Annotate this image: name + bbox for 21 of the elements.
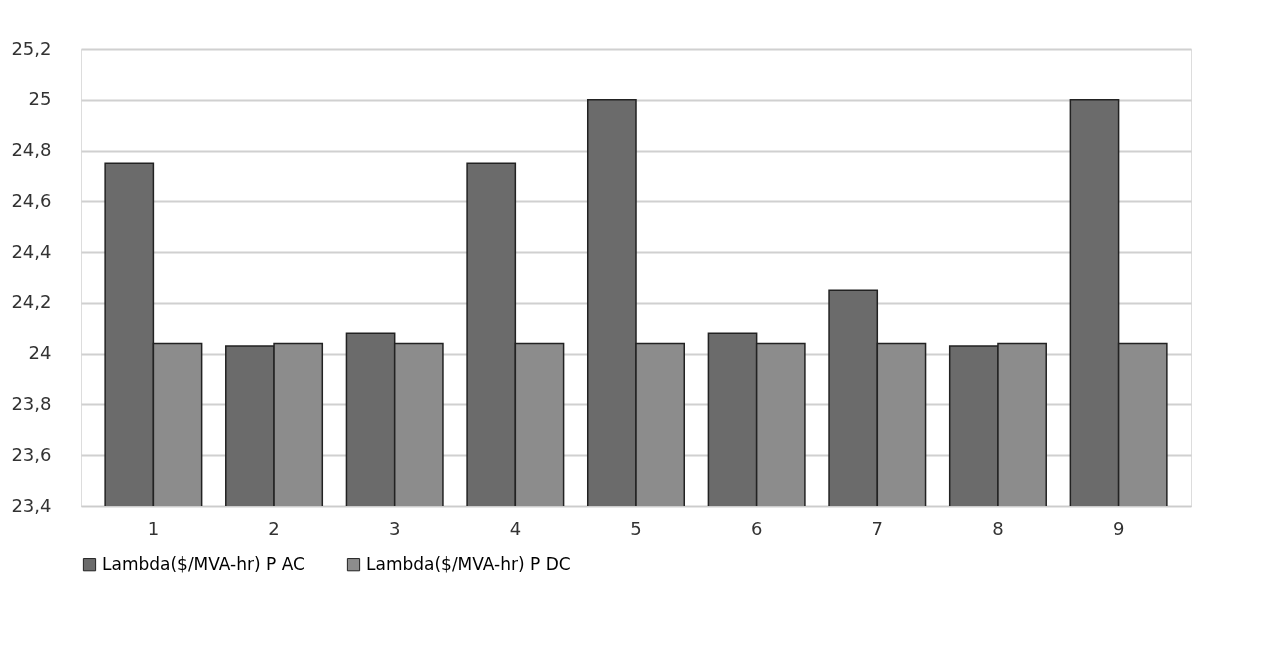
x-tick-label: 5 xyxy=(630,517,642,539)
x-tick-label: 2 xyxy=(268,517,280,539)
x-tick-label: 7 xyxy=(871,517,884,539)
x-tick-label: 8 xyxy=(992,517,1004,539)
y-tick-label: 23,6 xyxy=(11,443,52,465)
x-tick-label: 4 xyxy=(509,517,522,539)
x-tick-label: 1 xyxy=(147,517,160,539)
y-tick-label: 23,4 xyxy=(11,494,52,516)
x-tick-label: 3 xyxy=(388,517,401,539)
y-tick-label: 24 xyxy=(28,342,52,364)
y-tick-label: 25,2 xyxy=(11,37,52,59)
x-tick-label: 6 xyxy=(750,517,763,539)
x-tick-label: 9 xyxy=(1112,517,1125,539)
y-tick-label: 24,6 xyxy=(11,189,52,211)
y-tick-label: 24,4 xyxy=(11,240,52,262)
y-tick-label: 24,2 xyxy=(11,291,52,313)
y-tick-label: 24,8 xyxy=(11,139,52,161)
y-tick-label: 25 xyxy=(28,88,52,110)
legend-label: Lambda($/MVA-hr) P DC xyxy=(366,553,571,574)
y-tick-label: 23,8 xyxy=(11,392,52,414)
legend-label: Lambda($/MVA-hr) P AC xyxy=(102,553,305,574)
